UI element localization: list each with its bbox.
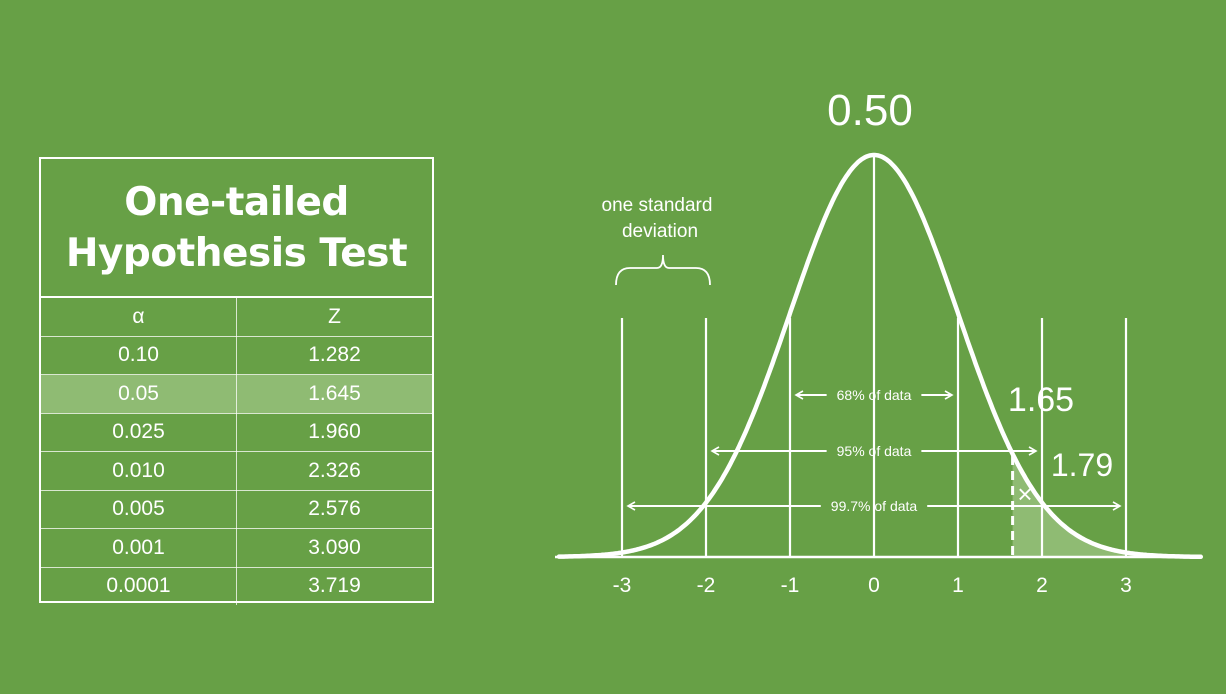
observed-value-marker: × [1017,479,1032,509]
alpha-cell: 0.005 [41,490,237,529]
z-cell: 3.719 [308,574,361,598]
z-cell: 1.960 [236,413,432,452]
tick-label: 0 [868,574,880,597]
peak-label: 0.50 [827,86,913,135]
table-row: 0.0001 3.719 [41,567,432,605]
alpha-cell: 0.025 [41,413,237,452]
std-label-line1: one standard [602,195,713,216]
range-label: 99.7% of data [831,498,918,514]
alpha-cell: 0.001 [41,528,237,568]
z-cell: 2.576 [236,490,432,529]
table-row: 0.005 2.576 [41,490,432,529]
z-cell: 1.645 [236,374,432,414]
table-header-row: α Z [41,298,432,337]
range-3: 99.7% of data [626,498,1122,514]
data-range-arrows: 68% of data 95% of data 99.7% of data [626,387,1122,514]
tick-label: 1 [952,574,964,597]
tick-label: -1 [781,574,800,597]
x-axis-ticks: -3 -2 -1 0 1 2 3 [613,574,1132,597]
observed-value-label: 1.79 [1051,447,1113,483]
table-row: 0.025 1.960 [41,413,432,452]
shaded-tail-area [1012,454,1202,557]
z-cell: 2.326 [236,451,432,491]
std-deviation-brace [615,254,711,286]
z-cell: 1.282 [236,336,432,375]
tick-label: -2 [697,574,716,597]
table-row: 0.001 3.090 [41,528,432,568]
table-row: 0.10 1.282 [41,336,432,375]
alpha-header: α [41,298,237,337]
sd-lines [620,318,1128,557]
table-row: 0.010 2.326 [41,451,432,491]
alpha-cell: 0.0001 [41,567,237,605]
table-title-line2: Hypothesis Test [65,230,408,276]
alpha-cell: 0.05 [41,374,237,414]
critical-value-label: 1.65 [1008,381,1074,419]
table-row-highlighted: 0.05 1.645 [41,374,432,414]
range-label: 95% of data [837,443,912,459]
z-cell: 3.090 [236,528,432,568]
std-label-line2: deviation [622,221,698,242]
tick-label: 3 [1120,574,1132,597]
range-2: 95% of data [710,443,1038,459]
tick-label: 2 [1036,574,1048,597]
alpha-cell: 0.010 [41,451,237,491]
range-1: 68% of data [794,387,954,403]
z-table-panel: One-tailed Hypothesis Test α Z 0.10 1.282… [39,157,434,605]
z-table: α Z 0.10 1.282 0.05 1.645 0.025 1.960 0.010… [41,298,432,605]
alpha-cell: 0.10 [41,336,237,375]
table-title-line1: One-tailed [124,179,349,225]
range-label: 68% of data [837,387,912,403]
z-header: Z [236,298,432,337]
bell-curve [556,152,1204,560]
table-title: One-tailed Hypothesis Test [41,159,432,298]
tick-label: -3 [613,574,632,597]
